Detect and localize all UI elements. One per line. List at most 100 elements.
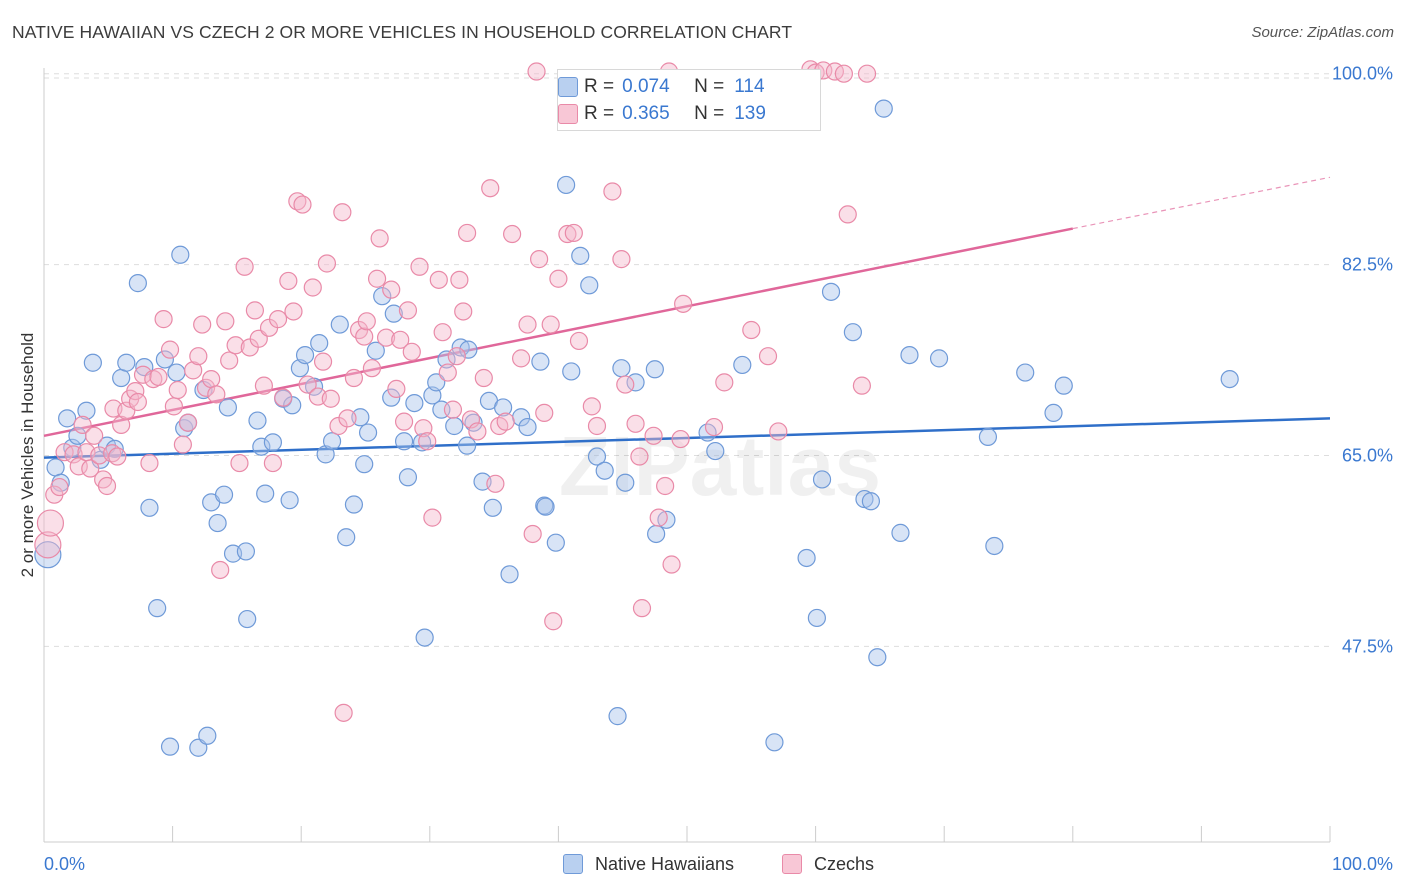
czechs-point bbox=[715, 373, 734, 392]
czechs-point bbox=[178, 413, 198, 432]
czechs-point bbox=[160, 340, 180, 359]
legend-n-value: 139 bbox=[734, 103, 766, 124]
native-hawaiians-point bbox=[612, 359, 631, 378]
native-hawaiians-point bbox=[295, 346, 315, 365]
legend-n-value: 114 bbox=[734, 76, 765, 97]
czechs-point bbox=[527, 62, 546, 81]
czechs-point bbox=[376, 328, 396, 347]
czechs-point bbox=[317, 254, 337, 273]
native-hawaiians-point bbox=[58, 409, 77, 428]
czechs-point bbox=[355, 327, 374, 346]
native-hawaiians-point bbox=[557, 175, 576, 195]
czechs-point bbox=[97, 476, 117, 496]
native-hawaiians-point bbox=[929, 349, 949, 368]
native-hawaiians-point bbox=[238, 609, 257, 629]
native-hawaiians-point bbox=[445, 416, 464, 436]
native-hawaiians-point bbox=[518, 417, 537, 437]
czechs-point bbox=[423, 508, 442, 527]
native-hawaiians-point bbox=[464, 413, 483, 432]
czechs-point bbox=[626, 414, 645, 433]
czechs-point bbox=[103, 444, 122, 463]
czechs-point bbox=[429, 270, 448, 289]
czechs-point bbox=[544, 612, 563, 631]
native-hawaiians-point bbox=[821, 282, 841, 301]
native-hawaiians-point bbox=[280, 491, 299, 510]
czechs-point bbox=[288, 192, 307, 211]
czechs-point bbox=[226, 336, 245, 355]
native-hawaiians-point bbox=[337, 528, 356, 547]
y-tick-label: 65.0% bbox=[1342, 445, 1393, 465]
native-hawaiians-point bbox=[384, 304, 403, 323]
czechs-point bbox=[154, 310, 173, 329]
czechs-point bbox=[34, 531, 62, 559]
legend-item-czechs[interactable]: Czechs bbox=[782, 852, 874, 876]
native-hawaiians-point bbox=[394, 432, 414, 451]
native-hawaiians-point bbox=[415, 628, 434, 647]
czechs-point bbox=[603, 182, 622, 201]
czechs-point bbox=[284, 302, 303, 321]
czechs-point bbox=[108, 447, 127, 466]
czechs-point bbox=[207, 385, 226, 404]
czechs-point bbox=[321, 389, 340, 408]
czechs-point bbox=[398, 301, 418, 320]
czechs-point bbox=[293, 195, 312, 214]
legend-swatch-pink bbox=[558, 104, 578, 124]
native-hawaiians-point bbox=[807, 608, 826, 628]
czechs-point bbox=[333, 203, 352, 222]
czechs-point bbox=[410, 257, 429, 276]
native-hawaiians-point bbox=[706, 441, 725, 461]
native-hawaiians-point bbox=[171, 245, 190, 264]
czechs-point bbox=[149, 367, 168, 387]
native-hawaiians-point bbox=[608, 707, 627, 726]
native-hawaiians-point bbox=[46, 458, 65, 477]
czechs-point bbox=[852, 376, 871, 395]
czechs-point bbox=[671, 429, 690, 449]
native-hawaiians-point bbox=[140, 498, 159, 517]
legend-label-czechs: Czechs bbox=[814, 853, 875, 874]
czechs-point bbox=[279, 271, 298, 291]
legend-swatch-blue bbox=[558, 77, 578, 97]
native-hawaiians-point bbox=[160, 737, 180, 756]
native-hawaiians-point bbox=[843, 323, 862, 342]
legend-row-native-hawaiians: R = 0.074 N = 114 bbox=[558, 75, 765, 99]
source-label: Source: ZipAtlas.com bbox=[1251, 24, 1394, 41]
czechs-point bbox=[402, 342, 421, 361]
czechs-point bbox=[769, 422, 788, 441]
czechs-point bbox=[173, 435, 192, 454]
czechs-point bbox=[230, 453, 249, 473]
native-hawaiians-point bbox=[797, 548, 816, 568]
y-tick-label: 47.5% bbox=[1342, 636, 1393, 656]
legend-swatch-pink bbox=[782, 854, 802, 874]
native-hawaiians-point bbox=[373, 287, 392, 306]
native-hawaiians-point bbox=[645, 360, 664, 379]
legend-item-native-hawaiians[interactable]: Native Hawaiians bbox=[563, 852, 734, 876]
czechs-point bbox=[298, 375, 317, 394]
native-hawaiians-point bbox=[580, 276, 599, 295]
czechs-point bbox=[582, 397, 601, 416]
czechs-point bbox=[140, 453, 159, 473]
legend-label-native-hawaiians: Native Hawaiians bbox=[595, 853, 735, 874]
czechs-point bbox=[220, 351, 239, 370]
czechs-point bbox=[357, 312, 376, 331]
czechs-point bbox=[268, 310, 288, 329]
czechs-point bbox=[370, 229, 389, 248]
native-hawaiians-point bbox=[457, 436, 477, 455]
legend-r-value: 0.074 bbox=[622, 76, 670, 97]
native-hawaiians-point bbox=[587, 447, 607, 466]
czechs-point bbox=[81, 459, 100, 478]
czechs-point bbox=[644, 426, 663, 445]
czechs-point bbox=[313, 352, 333, 371]
czechs-point bbox=[656, 476, 675, 496]
czechs-point bbox=[202, 369, 221, 389]
native-hawaiians-point bbox=[765, 733, 784, 752]
czechs-point bbox=[168, 380, 187, 400]
native-hawaiians-point bbox=[236, 542, 256, 561]
stats-legend: R = 0.074 N = 114 R = 0.365 N = 139 bbox=[557, 69, 821, 131]
czechs-point bbox=[486, 474, 505, 493]
native-hawaiians-point bbox=[405, 393, 424, 413]
czechs-point bbox=[362, 359, 382, 378]
native-hawaiians-point bbox=[1054, 376, 1073, 395]
czechs-point bbox=[742, 320, 761, 340]
x-tick-label: 0.0% bbox=[44, 854, 85, 874]
czechs-point bbox=[649, 508, 668, 527]
